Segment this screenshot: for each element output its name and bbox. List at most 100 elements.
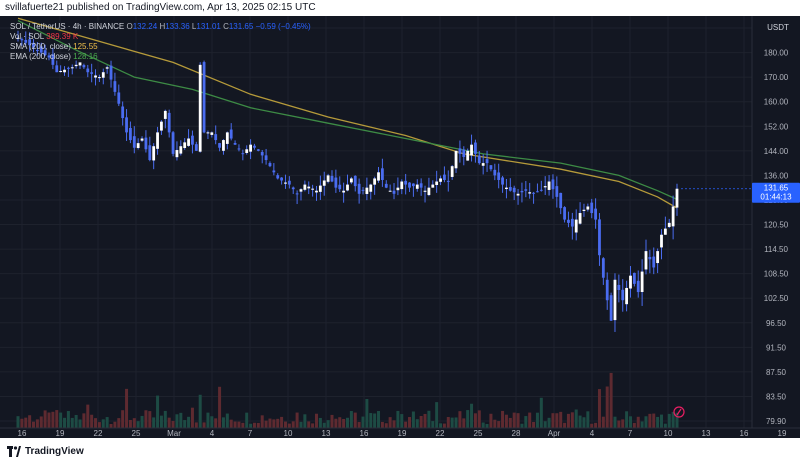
volume-bar (353, 412, 357, 428)
candle-body (598, 219, 601, 256)
candle-body (667, 222, 671, 227)
legend-sma-row: SMA (200, close) 125.55 (10, 42, 311, 52)
candle-body (342, 190, 346, 193)
volume-bar (20, 418, 24, 428)
volume-bar (82, 413, 86, 428)
candle-body (357, 183, 361, 194)
candle-body (113, 81, 117, 92)
legend-ohlc-row: SOL / TetherUS · 4h · BINANCE O132.24 H1… (10, 22, 311, 32)
volume-bar (183, 420, 187, 428)
candle-body (311, 188, 315, 190)
candle-body (485, 159, 489, 164)
volume-bar (256, 422, 260, 428)
candle-body (268, 163, 272, 167)
volume-bar (411, 411, 415, 428)
volume-bar (59, 412, 63, 428)
candle-body (501, 177, 504, 185)
volume-bar (357, 422, 361, 428)
volume-bar (388, 417, 392, 428)
volume-bar (117, 418, 121, 428)
candle-body (652, 256, 656, 268)
volume-bar (501, 410, 505, 428)
volume-bar (671, 411, 675, 428)
volume-bar (218, 386, 222, 428)
candle-body (497, 172, 501, 180)
candle-body (660, 234, 663, 248)
candle-body (70, 67, 74, 69)
candle-body (536, 191, 539, 193)
legend-change: −0.59 (−0.45%) (255, 22, 311, 31)
volume-bar (318, 417, 322, 428)
candle-body (315, 190, 318, 193)
volume-bar (377, 411, 381, 428)
volume-bar (136, 421, 140, 428)
candle-body (318, 185, 322, 192)
candle-body (303, 184, 307, 190)
volume-bar (338, 417, 342, 428)
candle-body (101, 72, 105, 78)
volume-bar (128, 420, 132, 428)
candles (16, 30, 679, 332)
candle-body (16, 37, 20, 39)
price-tick-label: 87.50 (766, 368, 787, 377)
legend-low-label: L (191, 22, 197, 31)
volume-bar (442, 423, 446, 428)
volume-bar (570, 412, 574, 428)
volume-bar (415, 419, 419, 428)
volume-bar (272, 419, 276, 428)
volume-bar (167, 417, 171, 428)
candle-body (443, 174, 446, 180)
legend-sma: 125.55 (73, 42, 98, 51)
volume-bar (365, 398, 369, 428)
candle-body (450, 166, 454, 177)
candle-body (636, 280, 640, 293)
candle-body (520, 190, 524, 193)
time-tick-label: 4 (590, 429, 595, 438)
candle-body (291, 187, 295, 190)
volume-bar (214, 418, 218, 428)
volume-bar (427, 410, 431, 428)
volume-bar (163, 410, 167, 428)
volume-bar (489, 413, 493, 428)
volume-bar (373, 413, 377, 428)
volume-bar (617, 420, 621, 428)
candle-body (563, 207, 566, 220)
volume-bar (148, 411, 152, 428)
candle-body (125, 117, 128, 133)
candle-body (229, 129, 233, 139)
candle-body (625, 287, 629, 305)
candle-body (551, 179, 555, 190)
candle-body (640, 271, 644, 292)
price-chart[interactable]: USDT 180.00 170.00 160.00 152.00 144.00 136.00… (0, 16, 800, 438)
volume-bar (233, 421, 237, 428)
volume-bar (51, 411, 55, 428)
price-tick-label: 96.50 (766, 319, 787, 328)
volume-bar (419, 415, 423, 428)
volume-bar (369, 413, 373, 428)
candle-body (489, 165, 493, 170)
candle-body (384, 183, 388, 188)
candle-body (532, 192, 535, 194)
volume-bar (601, 416, 605, 428)
legend-ema-label: EMA (200, close) (10, 52, 71, 61)
candle-body (94, 75, 97, 78)
volume-bar (543, 421, 547, 428)
candle-body (543, 186, 547, 188)
volume-bar (462, 418, 466, 428)
volume-bar (493, 419, 497, 428)
candle-body (353, 175, 357, 187)
legend-pair: SOL / TetherUS · 4h · BINANCE (10, 22, 125, 31)
candle-body (547, 181, 551, 190)
volume-bars (16, 372, 679, 428)
candle-body (431, 184, 435, 188)
candle-body (55, 65, 59, 73)
volume-bar (520, 423, 524, 428)
candle-body (334, 177, 338, 188)
chart-canvas[interactable]: USDT 180.00 170.00 160.00 152.00 144.00 136.00… (0, 16, 800, 438)
volume-bar (39, 416, 43, 428)
publisher-header: svillafuerte21 published on TradingView.… (0, 0, 800, 16)
volume-bar (113, 421, 117, 428)
candle-body (152, 146, 156, 161)
candle-body (272, 170, 276, 173)
candle-body (241, 153, 245, 155)
